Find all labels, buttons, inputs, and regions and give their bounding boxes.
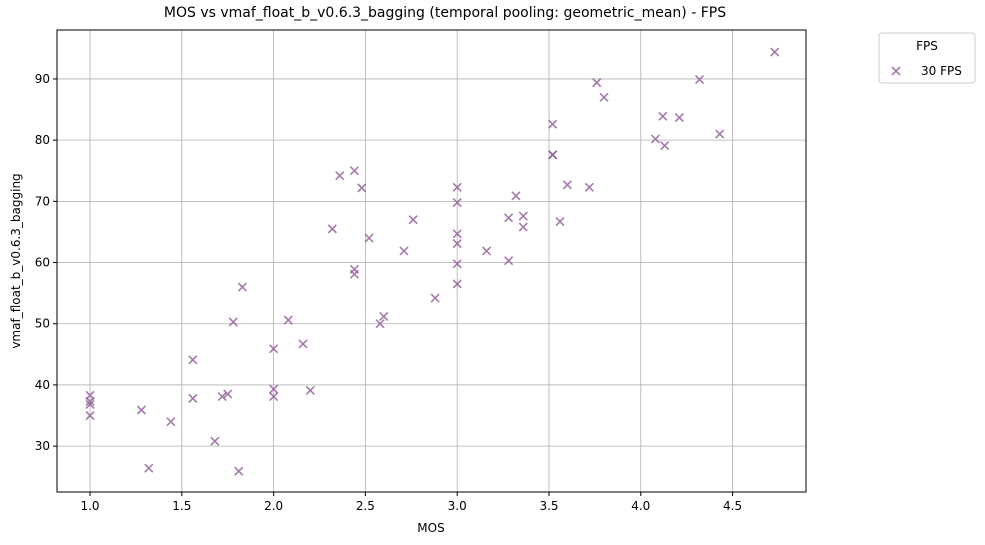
data-point (518, 211, 528, 221)
data-point (234, 466, 244, 476)
data-point (237, 282, 247, 292)
y-tick-label: 80 (35, 133, 50, 147)
plot-frame (56, 29, 807, 493)
y-tick-label: 40 (35, 378, 50, 392)
data-point (305, 385, 315, 395)
data-point (482, 246, 492, 256)
data-point (269, 391, 279, 402)
data-point (660, 141, 670, 151)
data-point (85, 410, 95, 421)
data-point (452, 197, 462, 208)
y-tick-label: 50 (35, 317, 50, 331)
data-point (188, 355, 198, 365)
legend-marker-symbol (891, 66, 901, 76)
data-point (188, 393, 198, 403)
data-point (430, 293, 440, 303)
x-tick-label: 3.0 (448, 499, 467, 513)
y-tick-label: 30 (35, 439, 50, 453)
data-point (269, 344, 279, 354)
grid-lines (57, 30, 806, 492)
y-axis-label: vmaf_float_b_v0.6.3_bagging (9, 173, 23, 348)
data-point (375, 319, 385, 329)
data-point (592, 78, 602, 88)
data-point (349, 166, 359, 176)
data-point (298, 339, 308, 349)
data-point (452, 229, 462, 239)
x-axis-ticks: 1.0 1.5 2.0 2.5 3.0 3.5 4.0 4.5 (80, 492, 742, 513)
data-point (223, 389, 233, 399)
y-tick-label: 60 (35, 256, 50, 270)
data-point (136, 405, 147, 415)
data-point (584, 182, 594, 192)
data-point (269, 384, 279, 394)
data-point (694, 74, 705, 85)
x-tick-label: 1.0 (80, 499, 99, 513)
data-points (85, 47, 780, 476)
data-point (452, 182, 462, 192)
data-point (452, 259, 462, 269)
data-point (548, 119, 558, 129)
data-point (217, 391, 227, 402)
data-point (335, 171, 345, 181)
legend: FPS 30 FPS (878, 32, 976, 84)
data-point (599, 92, 609, 102)
x-axis-label: MOS (417, 521, 444, 535)
data-point (452, 238, 462, 249)
data-point (511, 191, 521, 201)
legend-entry-label: 30 FPS (921, 64, 962, 78)
y-tick-label: 90 (35, 72, 50, 86)
data-point (770, 47, 780, 57)
chart-title: MOS vs vmaf_float_b_v0.6.3_bagging (temp… (164, 5, 726, 21)
data-point (452, 279, 462, 289)
data-point (85, 399, 95, 410)
data-point (379, 311, 389, 321)
legend-marker-x (891, 66, 901, 76)
data-point (349, 269, 359, 279)
x-tick-label: 2.5 (356, 499, 375, 513)
x-tick-label: 4.0 (631, 499, 650, 513)
data-point (144, 463, 154, 473)
data-point (364, 233, 374, 243)
y-axis-ticks: 30 40 50 60 70 80 90 (35, 72, 57, 453)
data-point (650, 134, 661, 144)
data-point (562, 180, 572, 190)
x-tick-label: 4.5 (723, 499, 742, 513)
x-tick-label: 2.0 (264, 499, 283, 513)
data-point (674, 112, 684, 123)
data-point (357, 183, 367, 193)
data-point (228, 317, 238, 327)
data-point (408, 215, 418, 225)
data-point (166, 417, 176, 427)
legend-box (878, 32, 976, 84)
data-point (399, 246, 409, 256)
data-point (548, 150, 558, 160)
y-tick-label: 70 (35, 194, 50, 208)
data-point (658, 111, 668, 121)
data-point (518, 222, 528, 232)
x-tick-label: 1.5 (172, 499, 191, 513)
data-point (210, 436, 220, 446)
data-point (327, 224, 337, 234)
data-point (504, 213, 514, 223)
data-point (504, 256, 514, 266)
legend-title: FPS (916, 39, 938, 53)
x-tick-label: 3.5 (539, 499, 558, 513)
data-point (283, 315, 293, 325)
data-point (715, 129, 725, 139)
data-point (85, 396, 95, 407)
data-point (555, 216, 565, 227)
